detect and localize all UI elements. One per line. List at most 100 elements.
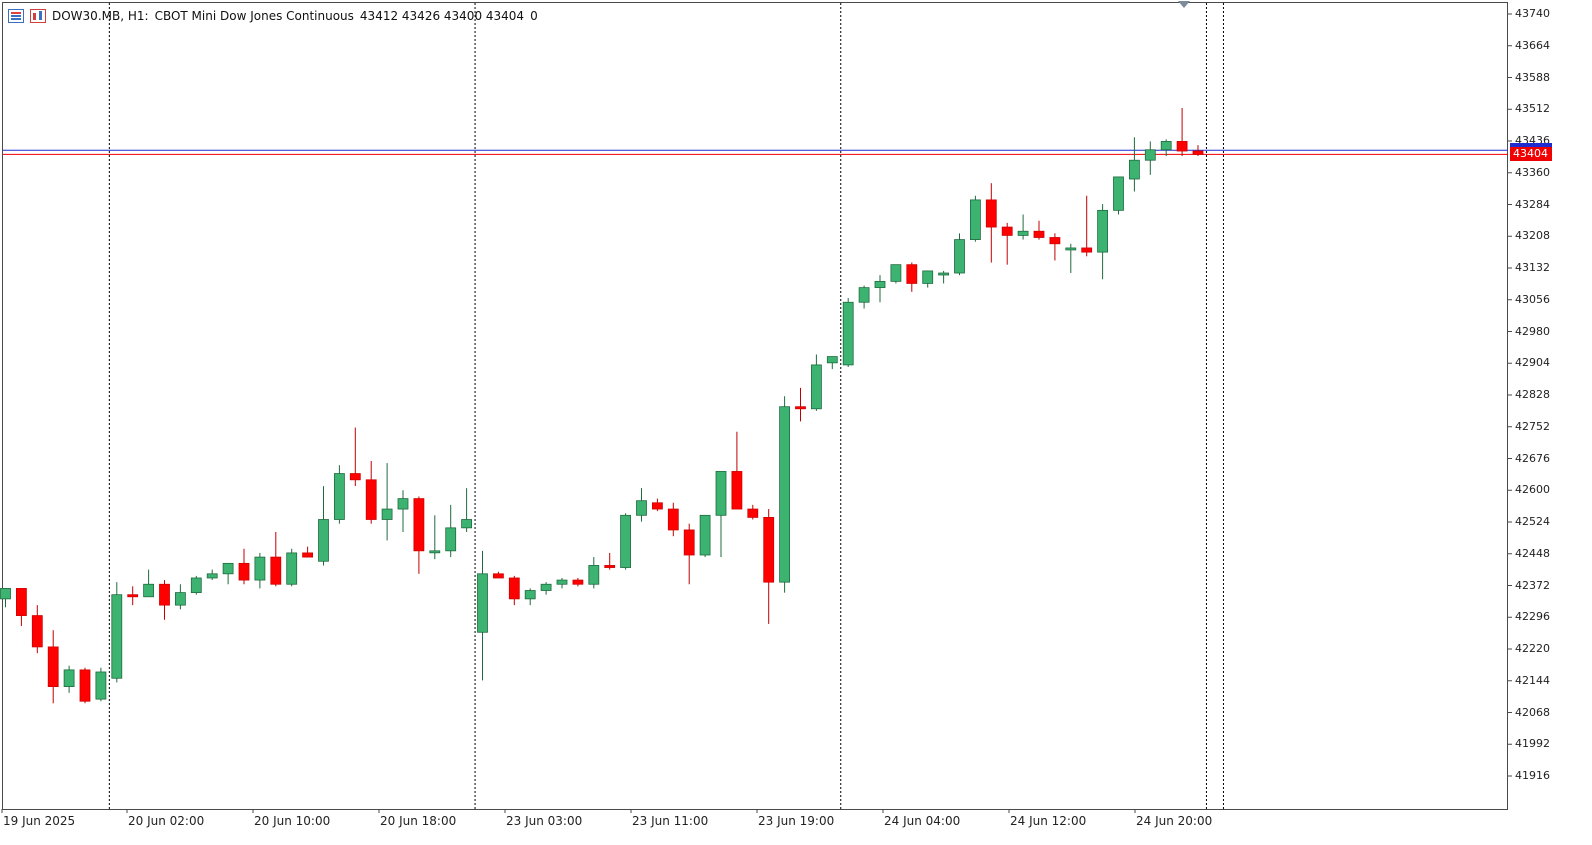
candle-body [1049,237,1061,245]
price-axis-label: 42144 [1515,673,1550,687]
quick-menu-icon[interactable] [8,9,24,23]
time-axis-label: 24 Jun 20:00 [1136,814,1213,828]
time-axis-label: 20 Jun 18:00 [380,814,457,828]
candle-body [985,199,997,228]
candle-body [1001,226,1013,236]
candle-body [731,471,743,510]
price-axis-label: 42220 [1515,642,1550,655]
candle-body [858,287,870,303]
time-axis-label: 23 Jun 19:00 [758,814,835,828]
candle-body [890,264,902,282]
price-axis-label: 42600 [1515,483,1550,497]
candle-body [190,577,202,594]
candle-body [779,406,790,583]
candle-body [970,199,981,240]
price-axis-label: 42828 [1515,388,1550,401]
price-axis-label: 43588 [1515,70,1550,84]
price-axis-label: 43056 [1515,292,1550,306]
candle-body [15,588,27,616]
candle-body [63,669,75,687]
volume-value: 0 [530,9,538,23]
candle-body [318,519,329,562]
candle-body [365,479,377,520]
chart-header: DOW30.MB, H1: CBOT Mini Dow Jones Contin… [8,8,538,24]
time-axis-label: 19 Jun 2025 [3,814,76,828]
candle-body [540,583,552,591]
candle-body [1176,141,1188,152]
candle-body [524,590,536,600]
candle-body [747,508,759,518]
chart-area[interactable] [2,2,1508,810]
candle-body [397,498,409,510]
time-axis-label: 23 Jun 11:00 [632,814,709,828]
candle-body [1097,209,1108,253]
time-axis-label: 24 Jun 04:00 [884,814,961,828]
candle-body [1160,141,1172,151]
candle-body [588,565,600,585]
price-axis-label: 43740 [1515,7,1550,20]
candle-body [333,473,345,520]
candle-body [508,577,520,600]
time-axis-label: 20 Jun 10:00 [254,814,331,828]
candle-body [413,498,425,552]
price-axis-label: 43132 [1515,261,1550,274]
candle-body [572,579,584,585]
candle-body [683,529,695,556]
history-navigator-icon[interactable] [1178,1,1190,8]
price-axis-label: 42676 [1515,451,1550,465]
candle-body [842,301,854,366]
candle-body [174,592,186,606]
price-axis-label: 43512 [1515,102,1550,116]
price-axis-label: 41992 [1515,737,1550,751]
candle-body [31,615,43,648]
candle-body [699,514,711,556]
candle-body [938,272,949,276]
candle-body [206,573,218,579]
candle-body [222,562,234,575]
candle-body [159,583,170,606]
candle-body [0,588,11,600]
candle-body [143,583,155,598]
price-axis-label: 43664 [1515,38,1550,52]
candle-body [461,519,473,529]
candle-body [286,552,298,585]
price-axis-label: 42980 [1515,324,1550,338]
candle-body [763,517,775,583]
candle-body [1192,150,1204,155]
candle-body [429,550,441,554]
candle-body [620,514,631,568]
candle-body [1129,159,1140,180]
candle-body [795,406,806,410]
candle-body [1033,230,1045,238]
time-axis-label: 24 Jun 12:00 [1010,814,1087,828]
bid-price-marker [1510,143,1552,147]
time-axis-label: 23 Jun 03:00 [506,814,583,828]
candle-body [1144,149,1156,161]
candle-body [127,594,139,598]
candle-body [349,473,361,481]
price-axis-label: 42752 [1515,419,1550,433]
candle-body [79,669,91,702]
candle-body [922,270,934,284]
candle-body [1065,247,1077,251]
candle-body [254,556,266,581]
chart-type-icon[interactable] [30,9,46,23]
candle-body [636,500,647,516]
candle-body [238,562,250,581]
candle-body [667,508,679,531]
price-axis-label: 42524 [1515,515,1550,528]
price-axis-label: 42448 [1515,546,1550,560]
current-price-label: 43404 [1510,147,1552,161]
candle-body [1113,176,1124,211]
candle-body [826,356,838,364]
candle-body [604,565,616,568]
candle-body [652,502,663,510]
candle-body [270,556,282,585]
candle-body [1017,230,1029,236]
candle-body [302,552,314,558]
candle-body [1081,247,1093,253]
symbol-description: CBOT Mini Dow Jones Continuous [154,9,354,23]
candle-body [477,573,488,633]
candle-body [811,364,822,410]
